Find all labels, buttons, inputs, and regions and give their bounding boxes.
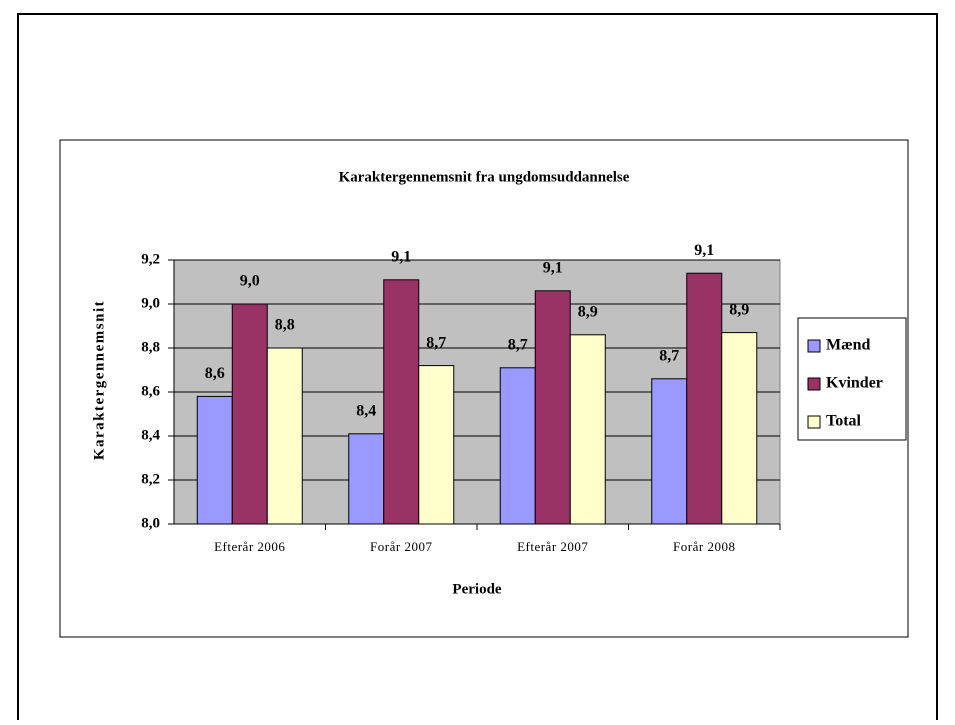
value-label: 8,4	[356, 402, 376, 419]
value-label: 8,8	[275, 317, 295, 334]
bar	[266, 347, 303, 525]
bar	[534, 290, 571, 525]
y-tick-label: 8,4	[141, 427, 160, 443]
y-tick-label: 8,6	[141, 383, 160, 399]
legend-swatch	[807, 339, 821, 353]
x-tick-label: Forår 2007	[370, 539, 432, 554]
legend-label: Kvinder	[826, 375, 883, 392]
value-label: 9,1	[391, 248, 411, 265]
bar	[231, 303, 268, 525]
bar	[721, 332, 758, 525]
bar	[569, 334, 606, 525]
bar	[383, 279, 420, 525]
value-label: 8,9	[729, 301, 749, 318]
x-tick-label: Forår 2008	[673, 539, 735, 554]
bar	[196, 395, 233, 525]
legend-label: Mænd	[826, 337, 871, 354]
bar	[499, 367, 536, 525]
value-label: 9,1	[694, 242, 714, 259]
y-tick-label: 8,2	[141, 471, 160, 487]
value-label: 8,9	[578, 303, 598, 320]
value-label: 8,6	[205, 365, 225, 382]
x-axis-title: Periode	[452, 581, 501, 597]
legend-swatch	[807, 415, 821, 429]
y-axis-title: Karaktergennemsnit	[91, 300, 107, 460]
value-label: 8,7	[426, 334, 446, 351]
bar	[686, 272, 723, 525]
y-tick-label: 8,0	[141, 515, 160, 531]
value-label: 8,7	[508, 336, 528, 353]
chart-title: Karaktergennemsnit fra ungdomsuddannelse	[339, 169, 630, 185]
y-tick-label: 8,8	[141, 339, 160, 355]
bar	[418, 365, 455, 525]
bar	[348, 433, 385, 525]
y-tick-label: 9,0	[141, 295, 160, 311]
page-border	[17, 13, 938, 725]
value-label: 9,1	[543, 259, 563, 276]
legend-label: Total	[826, 413, 862, 430]
legend-swatch	[807, 377, 821, 391]
value-label: 9,0	[240, 273, 260, 290]
x-tick-label: Efterår 2007	[517, 539, 588, 554]
y-tick-label: 9,2	[141, 251, 160, 267]
value-label: 8,7	[659, 347, 679, 364]
bar	[651, 378, 688, 525]
x-tick-label: Efterår 2006	[214, 539, 285, 554]
